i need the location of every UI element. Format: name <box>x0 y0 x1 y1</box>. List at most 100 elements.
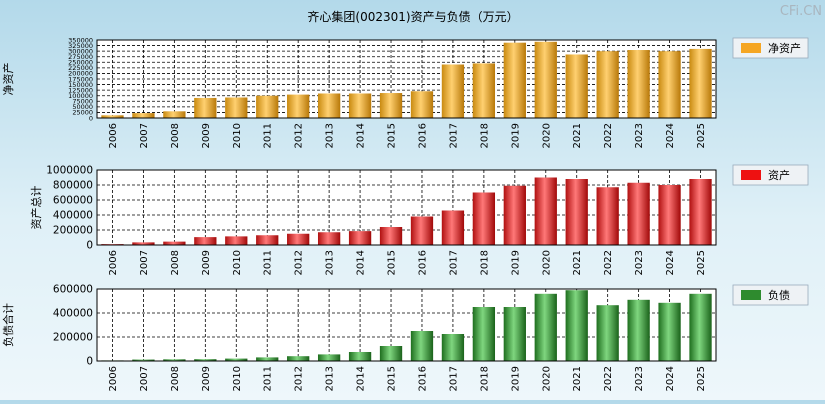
x-tick-label: 2024 <box>665 123 676 148</box>
x-tick-label: 2006 <box>108 250 119 275</box>
bar-2011 <box>256 95 279 118</box>
bar-2015 <box>379 346 403 361</box>
legend-label: 净资产 <box>768 41 801 55</box>
y-tick-label: 200000 <box>68 70 93 78</box>
x-tick-label: 2023 <box>634 250 645 275</box>
legend-swatch <box>741 43 761 53</box>
y-tick-label: 125000 <box>68 86 93 94</box>
y-tick-label: 0 <box>89 114 93 122</box>
plot-frame <box>96 288 717 362</box>
bar-2009 <box>194 97 217 118</box>
bar-2009 <box>194 237 217 245</box>
x-tick-label: 2018 <box>479 366 490 391</box>
x-tick-label: 2019 <box>510 250 521 275</box>
bar-2007 <box>132 359 155 361</box>
x-tick-label: 2010 <box>232 250 243 275</box>
x-tick-label: 2013 <box>325 123 336 148</box>
watermark: CFi.CN <box>780 4 822 19</box>
x-tick-label: 2021 <box>572 123 583 148</box>
x-tick-label: 2007 <box>139 123 150 148</box>
bar-2020 <box>534 293 557 361</box>
bar-2023 <box>627 182 650 245</box>
bar-2022 <box>596 51 619 119</box>
x-tick-label: 2009 <box>201 123 212 148</box>
legend-swatch <box>741 290 761 300</box>
legend-label: 负债 <box>768 288 790 302</box>
x-tick-label: 2010 <box>232 366 243 391</box>
x-tick-label: 2020 <box>541 123 552 148</box>
bar-2013 <box>317 232 341 245</box>
bar-2010 <box>225 358 248 361</box>
y-tick-label: 75000 <box>72 98 93 106</box>
x-tick-label: 2012 <box>294 366 305 391</box>
bar-2014 <box>348 93 372 118</box>
x-tick-label: 2025 <box>696 366 707 391</box>
y-tick-label: 200000 <box>53 225 93 237</box>
x-tick-label: 2020 <box>541 250 552 275</box>
y-tick-label: 225000 <box>68 64 93 72</box>
bar-2009 <box>194 359 217 361</box>
bar-2008 <box>163 241 186 245</box>
legend: 净资产 <box>732 37 809 59</box>
bar-2008 <box>163 359 186 361</box>
bar-2020 <box>534 177 557 245</box>
y-tick-label: 175000 <box>68 75 93 83</box>
bar-2017 <box>441 64 465 118</box>
panel-3: 0 200000 400000 600000 2006 2007 2008 2009 2010 2… <box>1 284 809 391</box>
x-tick-label: 2008 <box>170 366 181 391</box>
x-tick-label: 2018 <box>479 123 490 148</box>
x-tick-label: 2023 <box>634 123 645 148</box>
y-tick-label: 0 <box>86 240 93 252</box>
x-tick-label: 2017 <box>448 123 459 148</box>
bar-2016 <box>410 91 434 118</box>
chart-title: 齐心集团(002301)资产与负债（万元） <box>307 9 518 24</box>
bar-2019 <box>503 307 526 361</box>
x-tick-label: 2007 <box>139 366 150 391</box>
x-tick-label: 2019 <box>510 366 521 391</box>
x-tick-label: 2009 <box>201 366 212 391</box>
y-tick-label: 350000 <box>68 36 93 44</box>
bar-2024 <box>658 185 681 245</box>
plot-frame <box>96 169 717 246</box>
x-tick-label: 2011 <box>263 123 274 148</box>
plot-frame <box>96 39 717 119</box>
bar-2008 <box>163 111 186 118</box>
x-tick-label: 2013 <box>325 250 336 275</box>
bar-2015 <box>379 227 403 245</box>
bar-2012 <box>287 356 310 361</box>
y-tick-label: 600000 <box>53 284 93 296</box>
bar-2025 <box>689 293 712 361</box>
bar-2023 <box>627 299 650 361</box>
x-tick-label: 2011 <box>263 250 274 275</box>
y-tick-label: 600000 <box>53 195 93 207</box>
plot-area <box>97 170 716 245</box>
x-tick-label: 2021 <box>572 250 583 275</box>
bar-2012 <box>287 94 310 118</box>
y-axis-label: 资产总计 <box>29 186 43 230</box>
x-tick-label: 2016 <box>417 250 428 275</box>
x-tick-label: 2006 <box>108 123 119 148</box>
y-tick-label: 50000 <box>72 103 93 111</box>
y-tick-label: 1000000 <box>46 165 93 177</box>
bar-2006 <box>101 115 124 118</box>
bar-2020 <box>534 41 557 119</box>
x-tick-label: 2022 <box>603 366 614 391</box>
bar-2011 <box>256 235 279 245</box>
bar-2013 <box>317 354 341 361</box>
x-tick-label: 2014 <box>356 366 367 391</box>
bar-2018 <box>472 192 496 245</box>
y-tick-label: 150000 <box>68 81 93 89</box>
x-tick-label: 2023 <box>634 366 645 391</box>
legend: 负债 <box>732 284 809 306</box>
bar-2007 <box>132 113 155 118</box>
bar-2016 <box>410 216 434 245</box>
bar-2011 <box>256 357 279 361</box>
x-tick-label: 2016 <box>417 366 428 391</box>
panel-2: 0 200000 400000 600000 800000 1000000 2006 2007… <box>29 164 809 275</box>
y-axis-label: 净资产 <box>1 63 15 96</box>
bar-2014 <box>348 352 372 361</box>
bar-2017 <box>441 334 465 361</box>
x-tick-label: 2022 <box>603 123 614 148</box>
bar-2014 <box>348 231 372 245</box>
